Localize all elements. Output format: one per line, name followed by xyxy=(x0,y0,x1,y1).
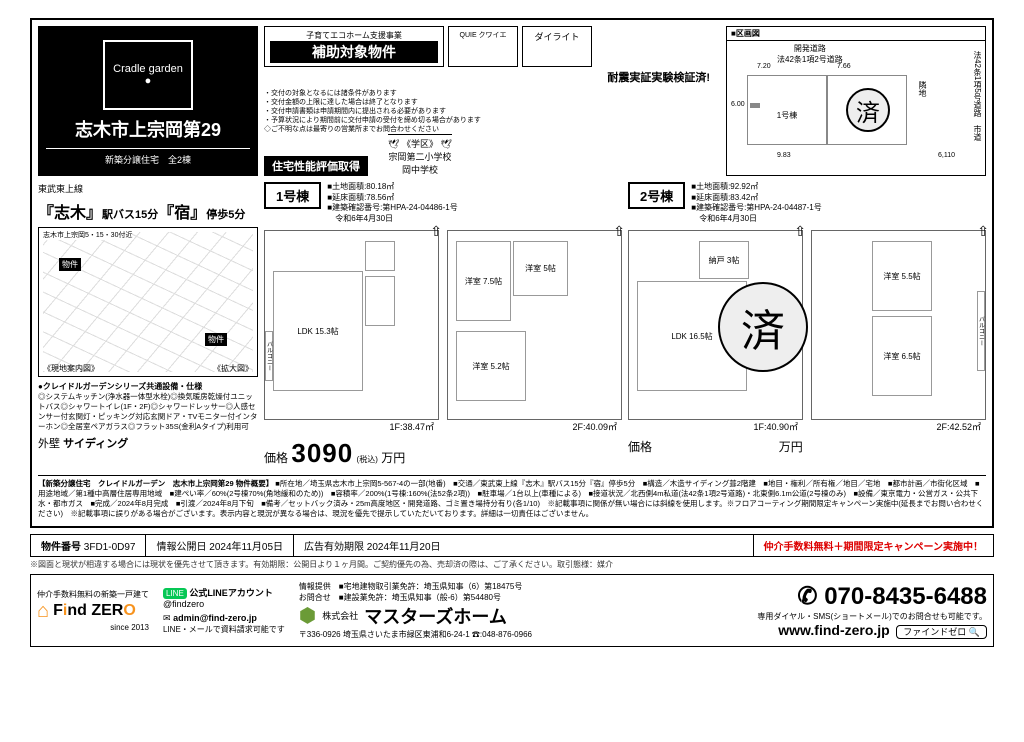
website-url[interactable]: www.find-zero.jp xyxy=(778,622,889,638)
title-block: Cradle garden ● 志木市上宗岡第29 新築分譲住宅 全2棟 xyxy=(38,26,258,176)
search-icon: 🔍 xyxy=(969,627,980,637)
compass-icon: ⇧ xyxy=(430,223,442,240)
badge-row: 子育てエコホーム支援事業 補助対象物件 QUIE クワイエ ダイライト xyxy=(264,26,720,67)
unit1-floors: ⇧ LDK 15.3帖 バルコニー 1F:38.47㎡ ⇧ 洋室 7.5帖 洋室… xyxy=(264,230,622,420)
plot-diagram: ■区画図 開発道路 法42条1項2号道路 法42条1項5号道路 市道 7.20 … xyxy=(726,26,986,176)
mail-icon: ✉ xyxy=(163,613,171,623)
header-notes: ・交付の対象となるには諸条件があります ・交付金額の上限に達した場合は終了となり… xyxy=(264,89,720,134)
phone-icon: ✆ xyxy=(797,583,817,610)
unit2-info: ■土地面積:92.92㎡ ■延床面積:83.42㎡ ■建築確認番号:第HPA-2… xyxy=(691,182,822,224)
info-bar: 物件番号 3FD1-0D97 情報公開日 2024年11月05日 広告有効期限 … xyxy=(30,534,994,557)
unit1-2f: ⇧ 洋室 7.5帖 洋室 5帖 洋室 5.2帖 2F:40.09㎡ xyxy=(447,230,622,420)
campaign-banner: 仲介手数料無料＋期間限定キャンペーン実施中！ xyxy=(753,535,994,556)
property-overview: 【新築分譲住宅 クレイドルガーデン 志木市上宗岡第29 物件概要】 ■所在地／埼… xyxy=(38,475,986,520)
location-map: 志木市上宗岡5・15・30付近 物件 物件 《現地案内図》 《拡大図》 xyxy=(38,227,258,377)
line-icon: LINE xyxy=(163,588,187,599)
phone-block: ✆ 070-8435-6488 専用ダイヤル・SMS(ショートメール)でのお問合… xyxy=(757,582,987,638)
car-icon xyxy=(748,100,762,110)
compass-icon: ⇧ xyxy=(977,223,989,240)
common-specs: ●クレイドルガーデンシリーズ共通設備・仕様 ◎システムキッチン(浄水器一体型水栓… xyxy=(38,381,258,451)
dailite-badge: ダイライト xyxy=(522,26,592,67)
findzero-block: 仲介手数料無料の新築一戸建て ⌂ Find ZERO since 2013 xyxy=(37,589,149,632)
train-line: 東武東上線 xyxy=(38,182,258,195)
unit1-info: ■土地面積:80.18㎡ ■延床面積:78.56㎡ ■建築確認番号:第HPA-2… xyxy=(327,182,458,224)
footer: 仲介手数料無料の新築一戸建て ⌂ Find ZERO since 2013 LI… xyxy=(30,574,994,647)
map-pin-2: 物件 xyxy=(205,333,227,346)
school-district: 🕊 《学区》 🕊 宗岡第二小学校 岡中学校 xyxy=(388,134,452,176)
unit2-price: 価格 万円 xyxy=(628,438,986,455)
sold-stamp: 済 xyxy=(846,88,890,132)
map-pin: 物件 xyxy=(59,258,81,271)
lot-1: 1号棟 xyxy=(747,75,827,145)
brand-logo: Cradle garden ● xyxy=(103,40,193,110)
compass-icon: ⇧ xyxy=(613,223,625,240)
unit1-1f: ⇧ LDK 15.3帖 バルコニー 1F:38.47㎡ xyxy=(264,230,439,420)
unit2-label: 2号棟 xyxy=(628,182,685,209)
unit1-price: 価格 3090 (税込) 万円 xyxy=(264,438,622,469)
property-subtitle: 新築分譲住宅 全2棟 xyxy=(46,148,250,166)
company-name: マスターズホーム xyxy=(364,603,507,629)
flyer-sheet: Cradle garden ● 志木市上宗岡第29 新築分譲住宅 全2棟 子育て… xyxy=(30,18,994,528)
search-keyword: ファインドゼロ 🔍 xyxy=(896,625,987,639)
brand-name: Cradle garden xyxy=(113,63,183,75)
phone-number[interactable]: 070-8435-6488 xyxy=(824,583,987,610)
seismic-text: 耐震実証実験検証済! xyxy=(264,69,710,85)
plot-area: 開発道路 法42条1項2号道路 法42条1項5号道路 市道 7.20 7.66 … xyxy=(727,41,985,161)
unit2-sold-stamp: 済 xyxy=(718,282,808,372)
lot-2: 済 xyxy=(827,75,907,145)
contact-block: LINE 公式LINEアカウント@findzero ✉ admin@find-z… xyxy=(163,586,285,635)
company-block: 情報提供 ■宅地建物取引業免許：埼玉県知事（6）第18475号お問合せ ■建設業… xyxy=(299,581,744,640)
unit-1: 1号棟 ■土地面積:80.18㎡ ■延床面積:78.56㎡ ■建築確認番号:第H… xyxy=(264,182,622,469)
property-title: 志木市上宗岡第29 xyxy=(46,116,250,142)
unit1-label: 1号棟 xyxy=(264,182,321,209)
middle-row: 東武東上線 『志木』駅バス15分『宿』停歩5分 志木市上宗岡5・15・30付近 … xyxy=(38,182,986,469)
house-icon: ⌂ xyxy=(37,600,49,623)
subsidy-badge: 子育てエコホーム支援事業 補助対象物件 xyxy=(264,26,444,67)
footnote: ※図面と現状が相違する場合には現状を優先させて頂きます。有効期限：公開日より１ヶ… xyxy=(30,559,994,570)
unit2-2f: ⇧ 洋室 5.5帖 洋室 6.5帖 バルコニー 2F:42.52㎡ xyxy=(811,230,986,420)
access-text: 『志木』駅バス15分『宿』停歩5分 xyxy=(38,199,258,223)
mh-logo-icon: ⬢ xyxy=(299,603,316,628)
findzero-logo: Find ZERO xyxy=(53,602,136,620)
performance-badge: 住宅性能評価取得 xyxy=(264,156,368,176)
compass-icon: ⇧ xyxy=(794,223,806,240)
center-header: 子育てエコホーム支援事業 補助対象物件 QUIE クワイエ ダイライト 耐震実証… xyxy=(264,26,720,176)
quie-badge: QUIE クワイエ xyxy=(448,26,518,67)
left-column: 東武東上線 『志木』駅バス15分『宿』停歩5分 志木市上宗岡5・15・30付近 … xyxy=(38,182,258,469)
unit-2: 2号棟 ■土地面積:92.92㎡ ■延床面積:83.42㎡ ■建築確認番号:第H… xyxy=(628,182,986,469)
top-row: Cradle garden ● 志木市上宗岡第29 新築分譲住宅 全2棟 子育て… xyxy=(38,26,986,176)
